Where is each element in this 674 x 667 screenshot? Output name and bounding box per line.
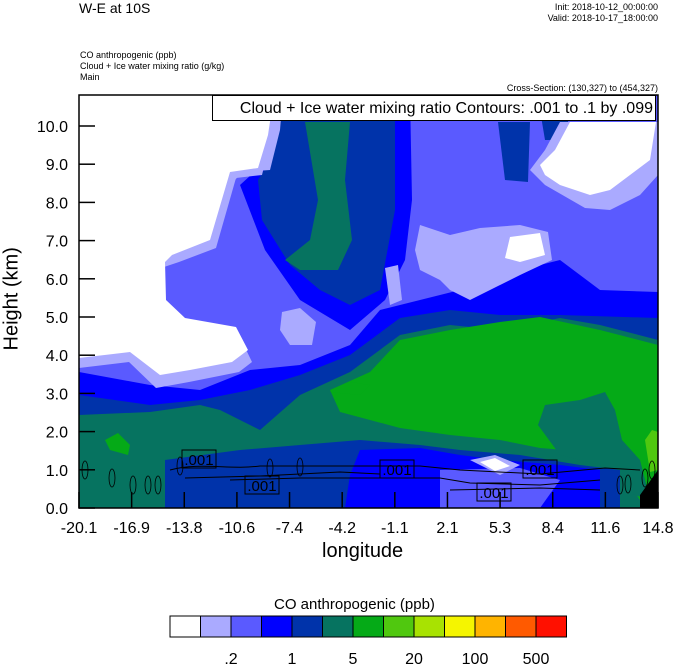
colorbar-label: 20	[405, 651, 423, 667]
contour-line-ellipse	[266, 458, 274, 478]
contour-line-ellipse	[176, 456, 184, 476]
contour-fill-green-small	[330, 382, 370, 395]
contour-line	[449, 487, 601, 491]
colorbar-swatch	[444, 615, 476, 638]
y-tick-label: 4.0	[46, 348, 68, 365]
colorbar-swatch	[322, 615, 354, 638]
y-tick-label: 8.0	[46, 195, 68, 212]
colorbar-swatch	[200, 615, 232, 638]
contour-legend: Cloud + Ice water mixing ratio Contours:…	[212, 95, 656, 121]
contour-label: .001	[184, 452, 213, 469]
contour-line-ellipse	[624, 474, 632, 494]
contour-fill-white-lower	[480, 458, 510, 471]
filled-contours	[79, 95, 658, 508]
init-time: Init: 2018-10-12_00:00:00	[554, 2, 658, 12]
contour-fill-teal-tower	[285, 122, 352, 270]
field-label-cloud: Cloud + Ice water mixing ratio (g/kg)	[80, 61, 225, 71]
contour-fill-teal-intrusion	[538, 392, 650, 500]
contour-fill-white-center	[505, 233, 545, 262]
x-tick-label: 5.3	[489, 520, 511, 537]
contour-label-box	[244, 475, 280, 495]
contour-line-ellipse	[616, 475, 624, 495]
field-label-domain: Main	[80, 72, 100, 82]
x-tick-label: 8.4	[542, 520, 564, 537]
colorbar-label: .2	[224, 651, 237, 667]
colorbar-label: 5	[349, 651, 358, 667]
contour-line	[229, 477, 601, 486]
x-tick-label: 14.8	[642, 520, 673, 537]
colorbar-title: CO anthropogenic (ppb)	[274, 596, 435, 613]
x-tick-label: -10.6	[219, 520, 256, 537]
colorbar-swatch	[535, 615, 567, 638]
colorbar-label: 500	[523, 651, 550, 667]
x-tick-label: -4.2	[328, 520, 356, 537]
x-tick-label: -20.1	[61, 520, 98, 537]
colorbar-swatch	[505, 615, 537, 638]
colorbar-swatch	[474, 615, 506, 638]
y-tick-label: 1.0	[46, 463, 68, 480]
x-tick-label: -1.1	[381, 520, 409, 537]
x-tick-label: 2.1	[436, 520, 458, 537]
contour-label: .001	[247, 478, 276, 495]
contour-fill-light-blue-mid	[280, 308, 316, 345]
y-tick-label: 7.0	[46, 234, 68, 251]
colorbar-swatch	[261, 615, 293, 638]
colorbar-swatch	[352, 615, 384, 638]
field-label-co: CO anthropogenic (ppb)	[80, 50, 177, 60]
contour-label-box	[181, 449, 217, 469]
contour-label-box	[379, 459, 415, 479]
x-tick-label: -16.9	[113, 520, 150, 537]
y-tick-label: 0.0	[46, 501, 68, 518]
contour-fill-white-topleft	[79, 95, 274, 375]
contour-line-ellipse	[144, 475, 152, 495]
contour-line-ellipse	[154, 475, 162, 495]
x-axis-label: longitude	[322, 540, 404, 562]
contour-label: .001	[479, 485, 508, 502]
y-tick-label: 3.0	[46, 386, 68, 403]
contour-label: .001	[382, 462, 411, 479]
contour-fill-light-blue-small	[385, 265, 402, 305]
contour-line-ellipse	[129, 475, 137, 495]
contour-line-ellipse	[641, 468, 649, 488]
contour-line-ellipse	[296, 457, 304, 477]
colorbar-label: 1	[288, 651, 297, 667]
contour-line	[184, 471, 381, 479]
colorbar-label: 100	[462, 651, 489, 667]
y-tick-label: 6.0	[46, 272, 68, 289]
colorbar-swatch	[413, 615, 445, 638]
contour-label: .001	[525, 462, 554, 479]
x-tick-label: 11.6	[590, 520, 620, 537]
contour-fill-darkblue-blob	[498, 122, 530, 182]
y-tick-label: 9.0	[46, 157, 68, 174]
contour-fill-lime	[645, 430, 658, 472]
plot-title: W-E at 10S	[79, 0, 151, 16]
y-tick-label: 2.0	[46, 425, 68, 442]
colorbar-swatch	[383, 615, 415, 638]
x-tick-label: -13.8	[166, 520, 203, 537]
terrain-fill	[640, 470, 658, 508]
contour-fill-white-topright	[540, 122, 656, 195]
colorbar-swatch	[169, 615, 201, 638]
x-tick-label: -7.4	[276, 520, 304, 537]
cross-section-label: Cross-Section: (130,327) to (454,327)	[506, 83, 658, 93]
contour-fill-green-left	[105, 433, 130, 455]
valid-time: Valid: 2018-10-17_18:00:00	[547, 13, 658, 23]
contour-label-box	[476, 482, 512, 502]
contour-line	[169, 465, 641, 475]
contour-line-ellipse	[648, 460, 656, 480]
y-tick-label: 10.0	[37, 119, 68, 136]
y-tick-label: 5.0	[46, 310, 68, 327]
contour-fill-green	[330, 317, 658, 500]
colorbar-swatch	[230, 615, 262, 638]
contour-line-ellipse	[108, 468, 116, 488]
contour-label-box	[522, 459, 558, 479]
colorbar-swatch	[291, 615, 323, 638]
y-axis-label: Height (km)	[0, 247, 23, 351]
